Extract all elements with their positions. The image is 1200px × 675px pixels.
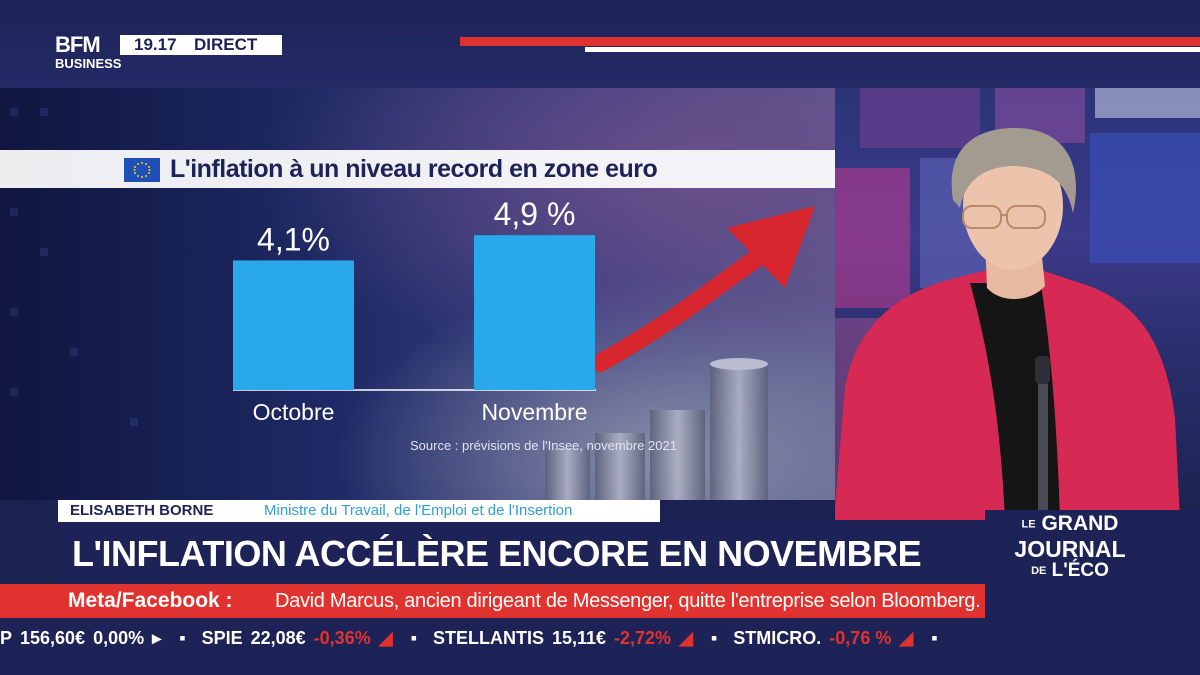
news-crawl-fill (985, 584, 1200, 618)
speaker-role: Ministre du Travail, de l'Emploi et de l… (264, 502, 573, 519)
ticker-symbol: P (0, 628, 13, 648)
bar-chart: 4,1% Octobre 4,9 % Novembre (233, 196, 815, 500)
speaker-top (970, 278, 1060, 520)
background-screen (1095, 88, 1200, 118)
stock-ticker-bar (0, 618, 1200, 675)
grid-dot (70, 348, 78, 356)
top-accent-white (585, 47, 1200, 52)
stock-ticker: P 156,60€ 0,00% ▸ ▪ SPIE 22,08€ -0,36% ◢ ▪ STELLAN… (0, 626, 954, 650)
grid-dot (10, 208, 18, 216)
grid-dot (10, 388, 18, 396)
background-screen (860, 88, 980, 148)
ticker-value: 22,08€ (250, 628, 306, 648)
category-label-octobre: Octobre (253, 399, 335, 425)
ticker-change: 0,00% (93, 628, 145, 648)
coin-stack (710, 363, 768, 500)
ticker-change: -2,72% (614, 628, 672, 648)
down-arrow-icon: ◢ (679, 628, 693, 648)
coin-stack (650, 410, 705, 500)
category-label-novembre: Novembre (481, 399, 587, 425)
show-logo-line2: JOURNAL (1014, 536, 1126, 562)
bar-octobre (233, 260, 354, 390)
down-arrow-icon: ◢ (378, 628, 393, 648)
ticker-separator-icon: ▪ (710, 628, 718, 648)
speaker-hair (951, 128, 1076, 213)
headline-bar (58, 522, 985, 584)
grid-dot (10, 308, 18, 316)
inflation-graphic: 4,1% Octobre 4,9 % Novembre L'inflation à u… (0, 88, 835, 500)
show-logo-line3: DE L'ÉCO (1010, 561, 1130, 581)
show-prefix1: LE (1021, 518, 1036, 531)
logo-line1: BFM (55, 32, 101, 57)
ticker-symbol: STELLANTIS (432, 628, 544, 648)
show-word3: L'ÉCO (1051, 560, 1109, 582)
grid-dot (130, 418, 138, 426)
crawl-text: David Marcus, ancien dirigeant de Messen… (275, 590, 981, 612)
live-label: DIRECT (194, 35, 258, 54)
ticker-value: 156,60€ (20, 628, 86, 648)
top-accent-red (460, 37, 1200, 46)
chart-bars: 4,1% Octobre 4,9 % Novembre (233, 196, 595, 425)
background-screen (1090, 133, 1200, 263)
chart-source: Source : prévisions de l'Insee, novembre… (410, 438, 677, 453)
speaker-name: ELISABETH BORNE (70, 502, 214, 519)
studio-speaker-video (835, 88, 1200, 520)
ticker-symbol: SPIE (201, 628, 243, 648)
headline: L'INFLATION ACCÉLÈRE ENCORE EN NOVEMBRE (72, 533, 922, 574)
grid-dot (40, 248, 48, 256)
show-word1: GRAND (1041, 512, 1119, 535)
clock-time: 19.17 (134, 35, 177, 54)
trend-arrow (591, 206, 815, 372)
channel-logo: BFM BUSINESS (55, 32, 122, 76)
coin-top (710, 358, 768, 370)
ticker-change: -0,36% (313, 628, 371, 648)
ticker-item: STMICRO. -0,76 % ◢ ▪ (733, 628, 937, 648)
news-crawl-bar (0, 584, 985, 618)
microphone-stand (1038, 366, 1048, 520)
background-screen (835, 168, 910, 308)
show-logo-line1: LE GRAND (1010, 513, 1130, 535)
speaker-glasses (962, 205, 1046, 229)
time-live-box: 19.17 DIRECT (120, 35, 282, 55)
ticker-separator-icon: ▪ (931, 628, 938, 648)
eu-flag-icon (124, 158, 160, 182)
microphone-icon (1035, 356, 1050, 384)
coin-stack (545, 448, 590, 500)
ticker-separator-icon: ▪ (179, 628, 186, 648)
logo-line2: BUSINESS (55, 56, 122, 71)
trend-arrow-head (727, 206, 815, 288)
ticker-item: SPIE 22,08€ -0,36% ◢ ▪ (202, 628, 417, 648)
crawl-source: Meta/Facebook : (68, 589, 233, 612)
coin-stack (595, 433, 645, 500)
ticker-separator-icon: ▪ (410, 628, 417, 648)
chart-title: L'inflation à un niveau record en zone e… (170, 155, 658, 183)
grid-dot (40, 108, 48, 116)
coin-stacks (545, 358, 768, 500)
ticker-item: P 156,60€ 0,00% ▸ ▪ (0, 628, 186, 648)
name-bar (58, 500, 660, 522)
ticker-symbol: STMICRO. (733, 628, 822, 648)
ticker-value: 15,11€ (551, 628, 607, 648)
ticker-change: -0,76 % (829, 628, 892, 648)
data-label-novembre: 4,9 % (494, 196, 576, 232)
ticker-item: STELLANTIS 15,11€ -2,72% ◢ ▪ (433, 628, 717, 648)
data-label-octobre: 4,1% (257, 221, 330, 257)
down-arrow-icon: ◢ (899, 628, 914, 648)
grid-dot (10, 108, 18, 116)
show-logo (985, 510, 1200, 584)
right-arrow-icon: ▸ (152, 628, 162, 648)
trend-arrow-shaft (591, 247, 769, 372)
bar-novembre (474, 235, 595, 390)
show-prefix3: DE (1031, 565, 1047, 577)
